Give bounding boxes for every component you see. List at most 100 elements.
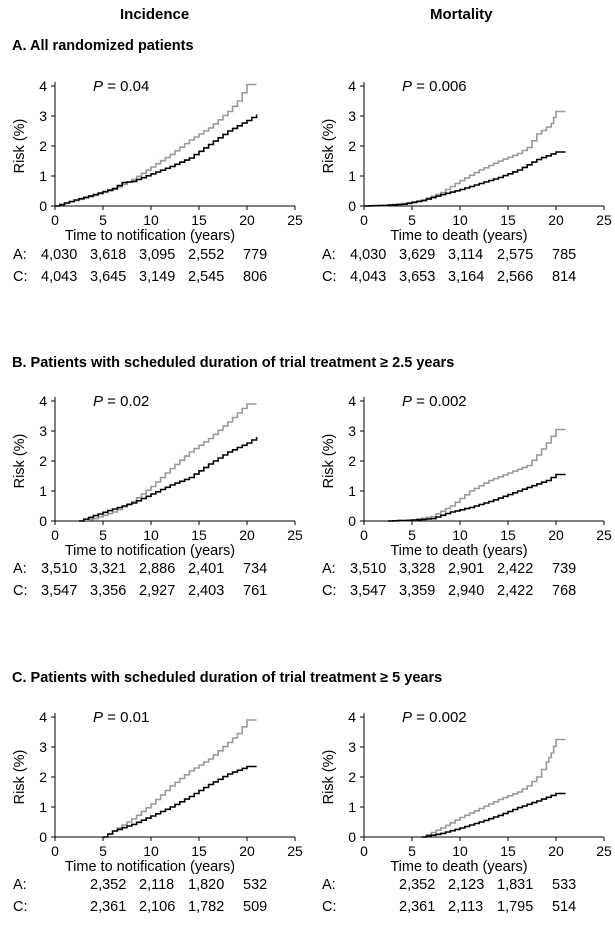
chart-c-mortality-y-axis-label: Risk (%): [321, 750, 337, 805]
chart-c-mortality-x-tick-label: 20: [548, 843, 564, 859]
chart-c-mortality-y-tick-label: 0: [348, 829, 356, 845]
chart-c-incidence-y-tick-label: 0: [39, 829, 47, 845]
chart-a-incidence-y-tick-label: 2: [39, 138, 47, 154]
chart-b-incidence-series-a-line: [79, 403, 257, 522]
risk-value: 2,552: [188, 247, 225, 263]
chart-c-incidence: 0 1 2 3 4 0 5 10 15 20 25 Time to notification (yea…: [12, 709, 303, 875]
chart-c-incidence-x-tick-label: 15: [191, 843, 207, 859]
chart-a-mortality-y-tick-label: 1: [348, 168, 356, 184]
chart-c-incidence-x-tick-label: 10: [143, 843, 159, 859]
risk-value: 4,030: [350, 247, 387, 263]
chart-c-incidence-y-axis-label: Risk (%): [12, 750, 28, 805]
risk-value: 3,328: [399, 561, 436, 577]
chart-b-mortality-x-tick-label: 15: [500, 527, 516, 543]
risk-value: 514: [552, 899, 577, 915]
risk-value: 2,361: [399, 899, 436, 915]
risk-value: 2,113: [448, 899, 484, 915]
chart-a-incidence-y-tick-label: 3: [39, 108, 47, 124]
chart-b-mortality-x-axis-label: Time to death (years): [390, 543, 527, 559]
chart-b-incidence-x-tick-label: 0: [51, 527, 59, 543]
section-title-a: A. All randomized patients: [12, 38, 194, 54]
chart-c-incidence-series-c-line: [103, 765, 257, 838]
chart-c-incidence-x-tick-label: 5: [99, 843, 107, 859]
chart-b-mortality-y-tick-label: 2: [348, 453, 356, 469]
risk-value: 3,629: [399, 247, 436, 263]
risk-value: 3,095: [139, 247, 176, 263]
risk-value: 779: [243, 247, 268, 263]
chart-c-mortality-series-c-line: [421, 792, 566, 838]
chart-b-incidence-x-tick-label: 20: [239, 527, 255, 543]
risk-value: 4,043: [41, 269, 78, 285]
risk-row-label: C:: [322, 583, 337, 599]
chart-c-incidence-x-tick-label: 20: [239, 843, 255, 859]
chart-b-incidence-y-tick-label: 4: [39, 393, 47, 409]
risk-value: 3,618: [90, 247, 127, 263]
risk-value: 533: [552, 877, 577, 893]
chart-b-mortality-x-tick-label: 25: [596, 527, 612, 543]
risk-value: 2,422: [497, 583, 534, 599]
chart-c-mortality-y-tick-label: 4: [348, 709, 356, 725]
risk-value: 3,321: [90, 561, 127, 577]
risk-value: 2,940: [448, 583, 485, 599]
section-title-c: C. Patients with scheduled duration of t…: [12, 670, 443, 686]
chart-c-mortality-y-tick-label: 1: [348, 799, 356, 815]
chart-b-mortality-y-tick-label: 1: [348, 483, 356, 499]
risk-value: 3,547: [350, 583, 387, 599]
chart-a-incidence-y-tick-label: 0: [39, 198, 47, 214]
chart-b-incidence-x-axis-label: Time to notification (years): [65, 543, 235, 559]
chart-b-mortality-x-tick-label: 0: [360, 527, 368, 543]
chart-c-incidence-y-tick-label: 1: [39, 799, 47, 815]
risk-value: 1,782: [188, 899, 225, 915]
chart-c-incidence-p-value: P = 0.01: [93, 709, 149, 726]
chart-b-incidence-y-tick-label: 2: [39, 453, 47, 469]
chart-a-incidence-x-tick-label: 20: [239, 212, 255, 228]
risk-value: 1,831: [497, 877, 534, 893]
risk-value: 2,123: [448, 877, 485, 893]
chart-c-mortality: 0 1 2 3 4 0 5 10 15 20 25 Time to death (years) Risk…: [321, 709, 612, 875]
chart-c-incidence-series-a-line: [103, 719, 257, 838]
chart-b-incidence-x-tick-label: 5: [99, 527, 107, 543]
risk-value: 2,352: [399, 877, 436, 893]
risk-value: 2,106: [139, 899, 176, 915]
risk-value: 2,566: [497, 269, 534, 285]
risk-value: 3,645: [90, 269, 127, 285]
chart-a-incidence-x-tick-label: 15: [191, 212, 207, 228]
risk-row-label: C:: [322, 269, 337, 285]
risk-value: 768: [552, 583, 577, 599]
chart-b-mortality-series-c-line: [388, 473, 566, 522]
risk-value: 2,545: [188, 269, 225, 285]
chart-a-mortality-y-tick-label: 3: [348, 108, 356, 124]
chart-b-mortality-y-tick-label: 3: [348, 423, 356, 439]
chart-c-incidence-y-tick-label: 3: [39, 739, 47, 755]
risk-row-label: C:: [13, 899, 28, 915]
chart-b-mortality-y-tick-label: 0: [348, 513, 356, 529]
risk-value: 3,510: [350, 561, 387, 577]
risk-row-label: C:: [13, 269, 28, 285]
risk-value: 761: [243, 583, 268, 599]
risk-row-label: A:: [322, 247, 336, 263]
chart-a-mortality-series-c-line: [364, 151, 566, 207]
chart-b-incidence-y-axis-label: Risk (%): [12, 434, 28, 489]
chart-b-mortality-y-tick-label: 4: [348, 393, 356, 409]
risk-value: 3,356: [90, 583, 127, 599]
risk-value: 1,795: [497, 899, 534, 915]
risk-value: 734: [243, 561, 268, 577]
risk-row-label: A:: [13, 877, 27, 893]
chart-a-mortality-x-tick-label: 20: [548, 212, 564, 228]
chart-b-incidence-y-tick-label: 1: [39, 483, 47, 499]
chart-c-incidence-x-tick-label: 25: [287, 843, 303, 859]
risk-value: 785: [552, 247, 577, 263]
chart-c-mortality-x-tick-label: 25: [596, 843, 612, 859]
chart-a-mortality-series-a-line: [364, 110, 566, 207]
chart-b-incidence-x-tick-label: 15: [191, 527, 207, 543]
chart-a-incidence-x-tick-label: 5: [99, 212, 107, 228]
risk-value: 2,118: [139, 877, 175, 893]
chart-a-mortality-x-tick-label: 10: [452, 212, 468, 228]
risk-row-label: A:: [322, 561, 336, 577]
chart-c-incidence-y-tick-label: 2: [39, 769, 47, 785]
risk-value: 3,149: [139, 269, 176, 285]
chart-a-incidence-x-tick-label: 0: [51, 212, 59, 228]
risk-value: 3,114: [448, 247, 484, 263]
chart-b-incidence: 0 1 2 3 4 0 5 10 15 20 25 Time to notification (yea…: [12, 393, 303, 559]
chart-b-mortality-x-tick-label: 5: [408, 527, 416, 543]
